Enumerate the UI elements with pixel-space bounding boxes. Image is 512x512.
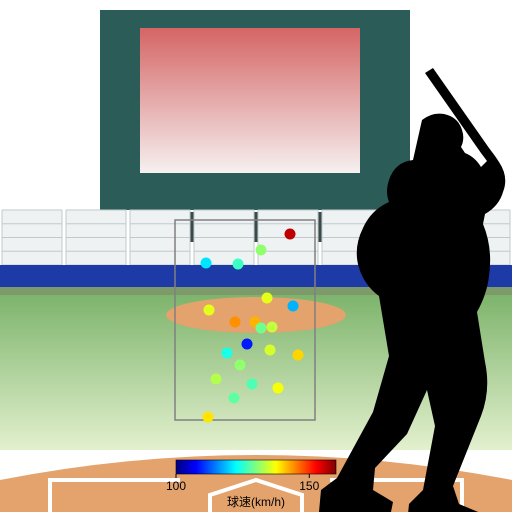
pitch-marker <box>235 360 246 371</box>
pitch-marker <box>242 339 253 350</box>
pitch-marker <box>229 393 240 404</box>
legend-label: 球速(km/h) <box>227 495 285 509</box>
pitch-marker <box>285 229 296 240</box>
pitch-marker <box>230 317 241 328</box>
legend-tick-label: 100 <box>166 479 186 493</box>
pitch-marker <box>203 412 214 423</box>
pitch-marker <box>222 348 233 359</box>
legend-tick-label: 150 <box>299 479 319 493</box>
pitch-marker <box>267 322 278 333</box>
pitch-marker <box>211 374 222 385</box>
pitch-marker <box>204 305 215 316</box>
pitch-marker <box>256 323 267 334</box>
pitch-marker <box>288 301 299 312</box>
pitch-marker <box>247 379 258 390</box>
pitch-marker <box>265 345 276 356</box>
scoreboard-screen <box>140 28 360 173</box>
pitch-marker <box>262 293 273 304</box>
legend-colorbar <box>176 460 336 474</box>
pitch-marker <box>256 245 267 256</box>
pitch-marker <box>233 259 244 270</box>
pitch-location-chart: 100 150 球速(km/h) <box>0 0 512 512</box>
scoreboard <box>100 10 410 242</box>
pitch-marker <box>201 258 212 269</box>
pitch-marker <box>293 350 304 361</box>
pitch-marker <box>273 383 284 394</box>
